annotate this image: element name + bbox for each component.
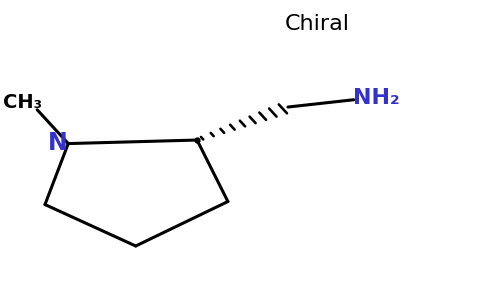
Text: CH₃: CH₃: [3, 93, 43, 112]
Text: NH₂: NH₂: [353, 88, 400, 108]
Text: N: N: [48, 131, 68, 155]
Text: Chiral: Chiral: [285, 14, 349, 34]
